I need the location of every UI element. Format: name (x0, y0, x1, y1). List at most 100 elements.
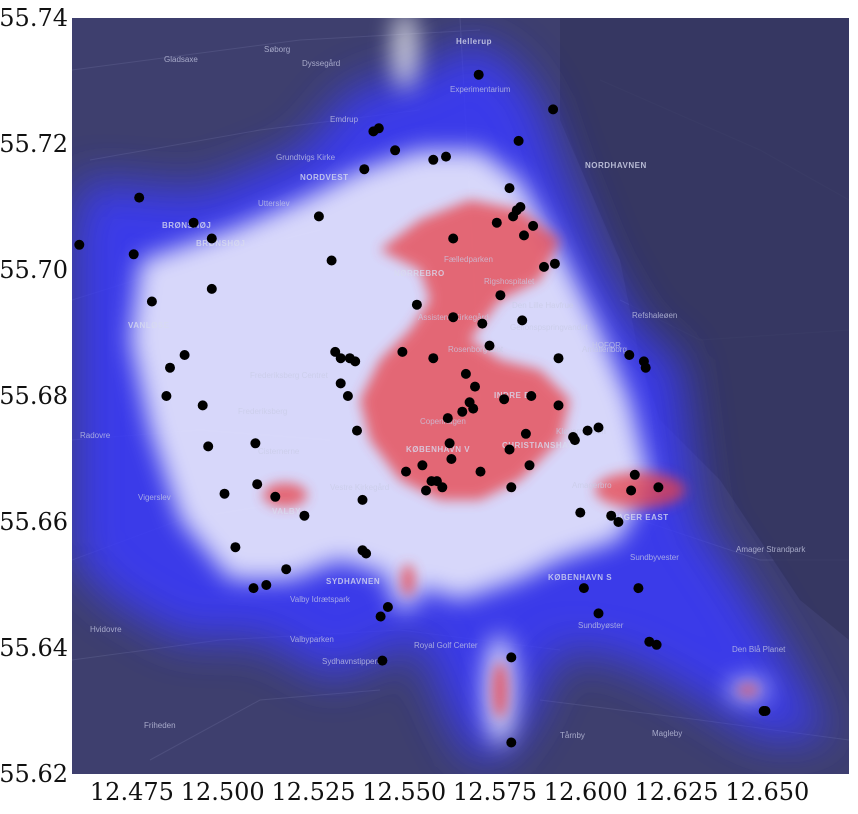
data-point (528, 220, 539, 231)
map-place-label: Sundbyvester (630, 553, 679, 562)
data-point (519, 230, 529, 241)
data-point (515, 202, 526, 212)
data-point (390, 145, 401, 156)
map-place-label: Experimentarium (450, 85, 511, 94)
data-point (633, 583, 644, 594)
map-place-label: Amalienborg (582, 345, 627, 354)
map-place-label: NØRREBRO (394, 269, 445, 278)
data-point (352, 425, 362, 436)
data-point (357, 494, 368, 505)
data-point (468, 403, 479, 414)
map-place-label: Gefionspspringvandet (510, 323, 589, 332)
data-point (361, 548, 372, 559)
map-place-label: Valby Idrætspark (290, 595, 351, 604)
map-place-label: Hvidovre (90, 625, 122, 634)
map-place-label: INDRE BY (494, 391, 536, 400)
x-tick-label: 12.500 (181, 778, 265, 806)
data-point (524, 460, 535, 471)
data-point (526, 391, 537, 401)
data-point (270, 491, 281, 502)
y-tick-label: 55.68 (0, 382, 68, 410)
map-labels: Hellerup Gladsaxe Søborg Dyssegård Emdrup Exp… (80, 37, 806, 740)
x-tick-label: 12.525 (272, 778, 356, 806)
data-point (203, 441, 214, 452)
map-place-label: Rosenborg Slot (448, 345, 504, 354)
map-place-label: Sundbyøster (578, 621, 624, 630)
map-place-label: VANLØSE (128, 321, 170, 330)
map-place-label: AMAGER EAST (604, 513, 669, 522)
map-place-label: Dyssegård (302, 59, 340, 68)
data-point (417, 460, 428, 471)
data-point (342, 391, 353, 401)
data-point (128, 249, 139, 260)
x-tick-label: 12.550 (362, 778, 446, 806)
map-place-label: BRØNSHØJ (196, 239, 245, 248)
data-point (473, 69, 484, 80)
y-tick-label: 55.74 (0, 4, 68, 32)
map-place-label: Utterslev (258, 199, 290, 208)
x-tick-label: 12.650 (725, 778, 809, 806)
map-place-label: Valbyparken (290, 635, 334, 644)
map-place-label: Den Lille Havfrue (512, 301, 574, 310)
map-place-label: VALBY (272, 507, 301, 516)
data-point (460, 368, 471, 379)
map-place-label: Vigerslev (138, 493, 171, 502)
data-point (520, 428, 531, 439)
map-place-label: Søborg (264, 45, 290, 54)
data-point (401, 466, 411, 477)
map-place-label: Tårnby (560, 731, 585, 740)
data-point (421, 485, 431, 496)
map-place-label: Kløvermarken (556, 427, 606, 436)
map-place-label: Emdrup (330, 115, 359, 124)
data-point (470, 381, 480, 392)
y-tick-label: 55.66 (0, 508, 68, 536)
map-place-label: Cisternerne (258, 447, 300, 456)
map-place-label: HOFOR (592, 341, 621, 350)
x-tick-label: 12.625 (635, 778, 719, 806)
data-point (299, 510, 310, 521)
map-place-label: Fælledparken (444, 255, 493, 264)
map-place-label: Frederiksberg Centret (250, 371, 329, 380)
data-point (188, 217, 199, 228)
map-place-label: Copenhagen (420, 417, 466, 426)
data-point (161, 391, 172, 401)
y-tick-label: 55.72 (0, 130, 68, 158)
data-point (499, 394, 510, 405)
data-point (640, 362, 651, 373)
map-place-label: Vestre Kirkegård (330, 483, 389, 492)
y-axis-ticks: 55.62 55.64 55.66 55.68 55.70 55.72 55.74 (0, 4, 68, 788)
data-point (593, 422, 604, 433)
map-place-label: KØBENHAVN V (406, 445, 470, 454)
map-place-label: NORDHAVNEN (585, 161, 647, 170)
data-point (549, 258, 560, 269)
data-point (442, 413, 453, 424)
data-point (335, 353, 346, 364)
x-axis-ticks: 12.475 12.500 12.525 12.550 12.575 12.600 12.6… (90, 778, 809, 806)
map-layer: Hellerup Gladsaxe Søborg Dyssegård Emdrup Exp… (72, 18, 849, 761)
data-point (335, 378, 346, 389)
map-place-label: KØBENHAVN S (548, 573, 612, 582)
data-point (575, 507, 586, 518)
data-point (165, 362, 175, 373)
y-tick-label: 55.62 (0, 760, 68, 788)
data-point (134, 192, 145, 203)
data-point (444, 438, 455, 449)
data-point (495, 290, 506, 301)
map-place-label: NORDVEST (300, 173, 348, 182)
data-point (606, 510, 617, 521)
data-point (457, 406, 468, 417)
data-point (613, 517, 624, 527)
map-place-label: Den Blå Planet (732, 645, 786, 654)
map-place-label: Sydhavnstippen (322, 657, 379, 666)
data-point (373, 123, 384, 134)
data-point (428, 154, 439, 165)
data-point (377, 655, 388, 666)
data-point (146, 296, 157, 307)
data-point (504, 444, 515, 455)
data-point (219, 488, 230, 499)
data-point (760, 706, 771, 716)
data-point (578, 583, 589, 594)
data-point (651, 639, 662, 650)
data-point (569, 435, 580, 446)
